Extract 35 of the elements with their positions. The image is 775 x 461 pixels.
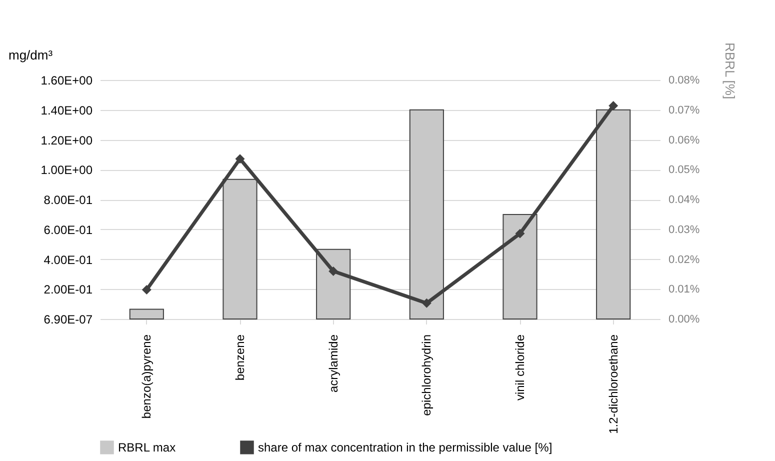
y-tick-label: 1.60E+00 (40, 74, 93, 88)
y-tick-label: 1.00E+00 (40, 163, 93, 178)
x-tick-label: benzo(a)pyrene (140, 334, 154, 419)
x-tick-label: 1.2-dichloroethane (606, 334, 620, 434)
y2-tick-label: 0.08% (668, 74, 700, 86)
y-tick-label: 2.00E-01 (44, 282, 93, 297)
y2-tick-label: 0.03% (668, 224, 700, 236)
legend-label: RBRL max (118, 440, 176, 454)
y2-tick-label: 0.02% (668, 254, 700, 266)
y2-tick-label: 0.05% (668, 164, 700, 176)
x-tick-label: benzene (233, 334, 247, 381)
point (142, 284, 152, 294)
point (515, 228, 525, 238)
point (422, 298, 432, 308)
point (608, 100, 618, 110)
x-tick-label: vinil chloride (513, 334, 527, 401)
y2-tick-label: 0.07% (668, 104, 700, 116)
point (328, 266, 338, 276)
bar (129, 308, 164, 320)
legend-label: share of max concentration in the permissible value [%] (258, 440, 552, 454)
x-tick-label: acrylamide (326, 334, 340, 393)
y2-tick-label: 0.00% (668, 314, 700, 326)
y-tick-label: 6.00E-01 (44, 222, 93, 237)
y-tick-label: 4.00E-01 (44, 252, 93, 267)
y-tick-label: 1.20E+00 (40, 133, 93, 148)
y2-tick-label: 0.06% (668, 134, 700, 146)
y-tick-label: 1.40E+00 (40, 103, 93, 118)
y-tick-label: 8.00E-01 (44, 193, 93, 207)
y2-tick-label: 0.04% (668, 194, 700, 206)
y-tick-label: 6.90E-07 (44, 312, 93, 326)
y-axis-title: mg/dm³ (8, 48, 54, 62)
y2-axis-title: RBRL [%] (722, 42, 738, 100)
y2-tick-label: 0.01% (668, 284, 700, 296)
point (235, 154, 245, 164)
x-tick-label: epichlorohydrin (420, 334, 434, 416)
